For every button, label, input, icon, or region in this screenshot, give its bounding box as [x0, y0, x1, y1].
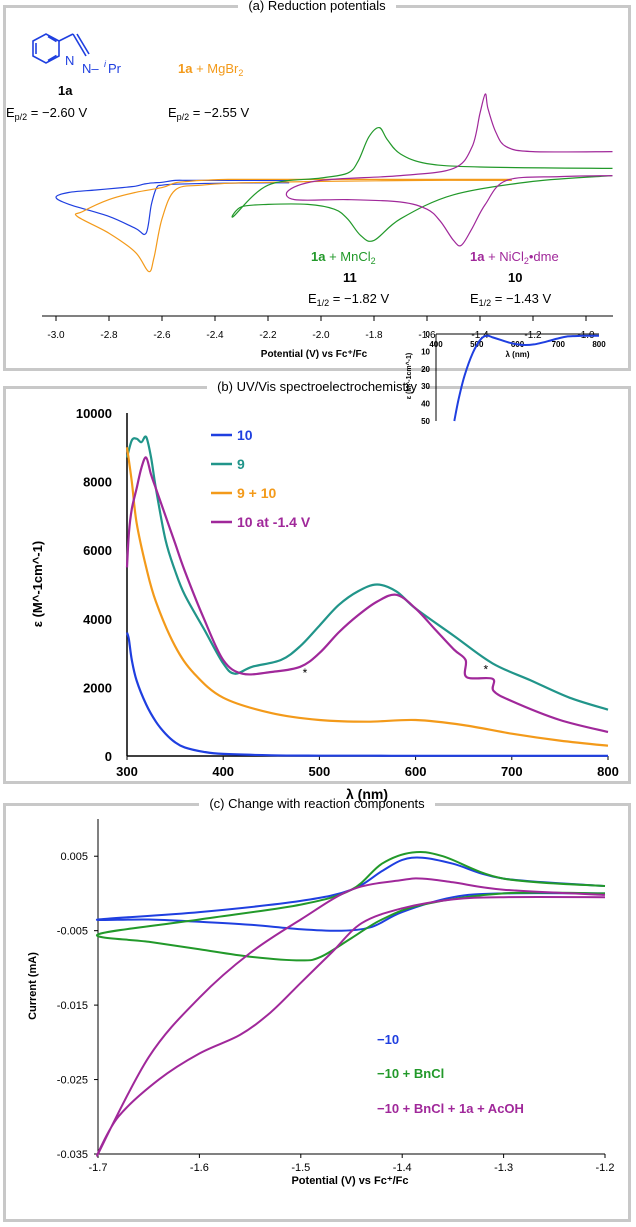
panel-b-series-0 [125, 632, 608, 757]
panel-reduction-potentials: (a) Reduction potentials [3, 0, 631, 371]
panel-a-series-3 [285, 93, 613, 247]
structure-n2: N– [82, 61, 99, 76]
inset-x-tick-label: 400 [429, 340, 443, 349]
panel-a-x-tick-label: -2.0 [312, 330, 330, 341]
panel-c-y-tick-label: -0.015 [57, 1000, 88, 1012]
label-1a: 1a [58, 83, 73, 98]
inset-series-0 [453, 334, 599, 422]
panel-b-x-tick-label: 400 [212, 764, 234, 779]
panel-b-x-tick-label: 500 [309, 764, 331, 779]
panel-c-legend-label: −10 [377, 1032, 399, 1047]
panel-b-y-tick-label: 8000 [83, 475, 112, 490]
panel-b-legend-label: 9 [237, 456, 245, 472]
panel-b-y-tick-label: 4000 [83, 612, 112, 627]
panel-c-y-tick-label: -0.025 [57, 1075, 88, 1087]
panel-a-x-tick-label: -1.8 [365, 330, 383, 341]
panel-c-x-tick-label: -1.3 [494, 1162, 513, 1174]
panel-b-x-tick-label: 300 [116, 764, 138, 779]
label-1a-nicl2: 1a + NiCl2•dme [470, 249, 559, 266]
panel-b-x-tick-label: 700 [501, 764, 523, 779]
pyridine-imine-structure [32, 33, 90, 64]
panel-a-x-axis-label: Potential (V) vs Fc⁺/Fc [261, 349, 368, 360]
structure-pr: Pr [108, 61, 122, 76]
label-ep-mg: Ep/2 = −2.55 V [168, 105, 250, 122]
panel-c-x-tick-label: -1.4 [393, 1162, 412, 1174]
panel-b-legend-label: 10 [237, 427, 253, 443]
panel-c-legend-label: −10 + BnCl + 1a + AcOH [377, 1101, 524, 1116]
label-11: 11 [343, 270, 357, 285]
inset-x-tick-label: 800 [592, 340, 606, 349]
label-1a-mgbr2: 1a + MgBr2 [178, 61, 243, 78]
inset-y-tick-label: 50 [421, 417, 430, 426]
structure-iso: i [104, 59, 107, 69]
inset-x-tick-label: 700 [552, 340, 566, 349]
label-ep-1a: Ep/2 = −2.60 V [6, 105, 88, 122]
panel-c-x-tick-label: -1.6 [190, 1162, 209, 1174]
panel-c-series-0 [95, 856, 606, 932]
panel-title: (a) Reduction potentials [238, 0, 396, 13]
panel-a-x-tick-label: -3.0 [47, 330, 65, 341]
panel-uvvis: (b) UV/Vis spectroelectrochemistry [3, 379, 631, 784]
panel-b-x-tick-label: 600 [405, 764, 427, 779]
inset-y-tick-label: 0 [426, 330, 431, 339]
panel-b-series-3 [125, 456, 609, 734]
panel-a-x-tick-label: -2.6 [153, 330, 171, 341]
panel-a-x-tick-label: -2.2 [259, 330, 277, 341]
panel-reaction-components: (c) Change with reaction components [3, 796, 631, 1222]
panel-c-x-tick-label: -1.7 [89, 1162, 108, 1174]
panel-c-y-tick-label: -0.035 [57, 1149, 88, 1161]
inset-y-tick-label: 40 [421, 400, 430, 409]
panel-b-y-tick-label: 0 [105, 749, 112, 764]
panel-c-y-tick-label: -0.005 [57, 926, 88, 938]
structure-n1: N [65, 53, 74, 68]
panel-a-series-2 [231, 126, 613, 242]
inset-y-tick-label: 20 [421, 365, 430, 374]
panel-a-x-tick-label: -2.8 [100, 330, 118, 341]
panel-b-y-tick-label: 6000 [83, 543, 112, 558]
panel-b-asterisk: * [483, 663, 488, 677]
panel-a-series-0 [55, 179, 290, 236]
panel-a-x-tick-label: -1.4 [471, 330, 489, 341]
inset-x-axis-label: λ (nm) [506, 350, 530, 359]
panel-a-x-tick-label: -1.6 [418, 330, 436, 341]
panel-c-y-tick-label: 0.005 [60, 851, 88, 863]
panel-b-series-1 [125, 435, 609, 711]
panel-a-x-tick-label: -2.4 [206, 330, 224, 341]
panel-c-legend-label: −10 + BnCl [377, 1066, 444, 1081]
label-1a-mncl2: 1a + MnCl2 [311, 249, 376, 266]
panel-b-x-axis-label: λ (nm) [346, 786, 388, 802]
label-e-ni: E1/2 = −1.43 V [470, 291, 552, 308]
panel-b-legend-label: 9 + 10 [237, 485, 277, 501]
panel-a-x-tick-label: -1.2 [524, 330, 542, 341]
panel-b-y-tick-label: 2000 [83, 680, 112, 695]
panel-title: (b) UV/Vis spectroelectrochemistry [207, 379, 427, 394]
panel-c-series-1 [95, 850, 606, 962]
panel-b-asterisk: * [303, 666, 308, 680]
panel-c-x-tick-label: -1.2 [596, 1162, 615, 1174]
panel-c-x-axis-label: Potential (V) vs Fc⁺/Fc [291, 1175, 408, 1187]
inset-y-axis-label: ε (M^-1cm^-1) [405, 353, 413, 400]
panel-c-x-tick-label: -1.5 [291, 1162, 310, 1174]
panel-title: (c) Change with reaction components [199, 796, 435, 811]
panel-a-series-1 [74, 178, 512, 273]
panel-b-legend-label: 10 at -1.4 V [237, 514, 311, 530]
label-e-mn: E1/2 = −1.82 V [308, 291, 390, 308]
panel-b-series-2 [125, 447, 609, 747]
inset-y-tick-label: 30 [421, 382, 430, 391]
panel-b-x-tick-label: 800 [597, 764, 619, 779]
inset-y-tick-label: 10 [421, 347, 430, 356]
panel-c-series-2 [96, 877, 606, 1157]
panel-b-y-axis-label: ε (M^-1cm^-1) [30, 541, 45, 627]
panel-b-y-tick-label: 10000 [76, 406, 112, 421]
label-10: 10 [508, 270, 522, 285]
panel-c-y-axis-label: Current (mA) [27, 952, 39, 1020]
